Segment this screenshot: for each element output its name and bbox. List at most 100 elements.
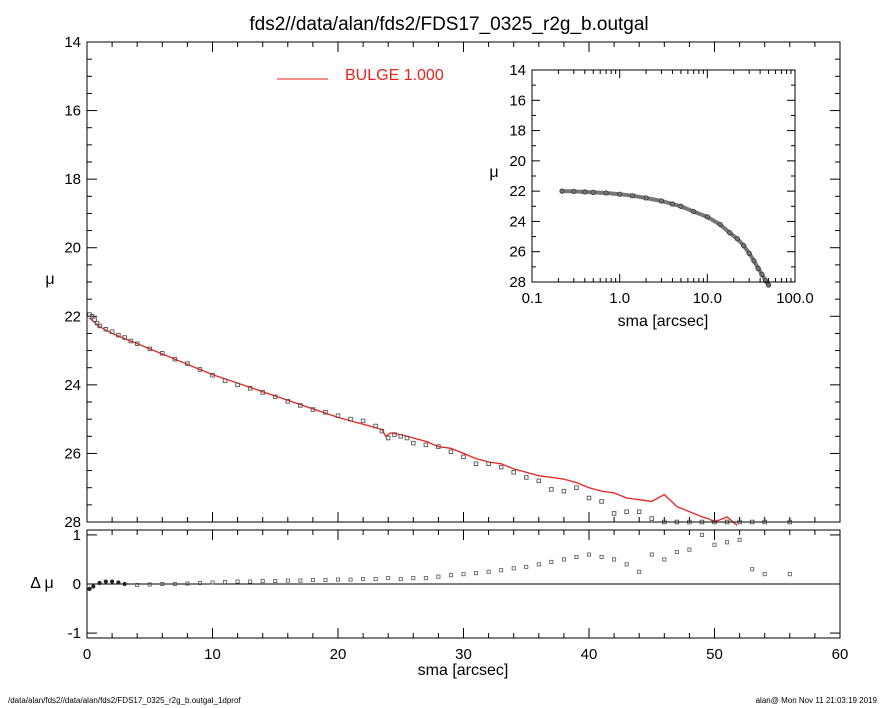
- inset-x-tick-label: 0.1: [522, 290, 543, 307]
- inset-point: [717, 221, 723, 228]
- residual-point: [103, 579, 108, 584]
- data-point: [247, 386, 253, 391]
- residual-point: [310, 578, 315, 583]
- inset-y-tick-label: 16: [509, 92, 526, 109]
- data-point: [94, 320, 100, 326]
- inset-y-axis-label: μ: [489, 164, 498, 181]
- data-point: [360, 418, 366, 424]
- residual-point: [335, 577, 340, 582]
- residual-point: [398, 577, 403, 582]
- residual-point: [273, 579, 278, 584]
- main-y-axis-label: μ: [45, 271, 54, 288]
- data-point: [160, 351, 165, 356]
- bulge-model-line: [89, 317, 738, 526]
- residual-point: [116, 580, 121, 585]
- x-tick-label: 30: [455, 646, 472, 663]
- residual-point: [674, 550, 679, 555]
- residual-point: [737, 537, 742, 542]
- data-point: [392, 432, 397, 437]
- x-tick-label: 50: [706, 646, 723, 663]
- data-point: [486, 461, 491, 466]
- data-point: [586, 495, 592, 501]
- data-point: [185, 361, 190, 366]
- inset-point: [734, 236, 740, 242]
- data-point: [536, 478, 542, 484]
- data-point: [511, 470, 516, 475]
- inset-point: [559, 188, 565, 194]
- inset-profile-band: [560, 189, 771, 287]
- inset-point: [571, 188, 577, 195]
- data-point: [97, 323, 102, 329]
- inset-point: [590, 189, 596, 195]
- residual-point: [235, 579, 240, 584]
- data-point: [134, 341, 140, 346]
- inset-point: [658, 198, 665, 204]
- residual-point: [750, 567, 755, 572]
- inset-point: [741, 243, 747, 249]
- inset-plot-frame: [531, 69, 796, 283]
- inset-point: [617, 191, 623, 197]
- y-tick-label: 24: [64, 377, 81, 394]
- data-point: [147, 346, 152, 352]
- residual-point: [499, 568, 504, 573]
- data-point: [172, 356, 178, 362]
- inset-point: [704, 214, 710, 220]
- data-point: [448, 449, 454, 454]
- residual-point: [787, 572, 792, 577]
- residual-point: [574, 555, 579, 560]
- data-point: [611, 511, 617, 516]
- residual-point: [687, 547, 692, 552]
- y-tick-label: 26: [64, 445, 81, 462]
- residual-point: [486, 569, 491, 574]
- inset-point: [582, 189, 588, 195]
- residual-point: [373, 577, 378, 582]
- residual-point: [725, 540, 730, 545]
- residual-point: [285, 578, 290, 583]
- footer-left: /data/alan/fds2//data/alan/fds2/FDS17_03…: [8, 696, 241, 705]
- residual-point: [699, 532, 704, 537]
- inset-point: [766, 282, 772, 288]
- data-point: [549, 487, 554, 492]
- y-tick-label: 16: [64, 103, 81, 120]
- data-point: [423, 442, 429, 448]
- residual-point: [411, 576, 416, 581]
- data-point: [197, 367, 203, 372]
- residual-point: [712, 542, 717, 547]
- inset-y-tick-label: 22: [509, 183, 526, 200]
- data-point: [109, 329, 115, 334]
- y-tick-label: 28: [64, 514, 81, 531]
- residual-point: [662, 557, 667, 562]
- residual-point: [223, 580, 228, 585]
- residual-point: [587, 552, 592, 557]
- data-point: [116, 332, 121, 338]
- residual-point: [298, 578, 303, 583]
- data-point: [599, 499, 604, 504]
- inset-y-tick-label: 18: [509, 123, 526, 140]
- inset-point: [755, 265, 761, 271]
- inset-point: [691, 208, 697, 215]
- inset-x-tick-label: 100.0: [776, 290, 814, 307]
- data-point: [285, 399, 291, 404]
- residual-point: [135, 582, 140, 587]
- data-point: [398, 434, 404, 439]
- data-point: [298, 403, 303, 408]
- y-tick-label: 18: [64, 171, 81, 188]
- residual-point: [762, 572, 767, 577]
- inset-y-tick-label: 14: [509, 62, 526, 79]
- inset-point: [746, 250, 752, 256]
- residual-point: [172, 582, 177, 587]
- x-axis-label: sma [arcsec]: [418, 662, 509, 679]
- residual-point: [197, 581, 202, 586]
- data-point: [473, 461, 479, 466]
- inset-y-tick-label: 28: [509, 274, 526, 291]
- residual-y-tick-label: 1: [73, 527, 81, 544]
- data-point: [335, 413, 341, 418]
- inset-point: [762, 277, 769, 284]
- data-point: [92, 317, 97, 322]
- data-point: [235, 382, 240, 388]
- residual-point: [87, 586, 92, 592]
- residual-point: [624, 562, 629, 567]
- residual-point: [109, 579, 115, 584]
- data-point: [379, 428, 385, 434]
